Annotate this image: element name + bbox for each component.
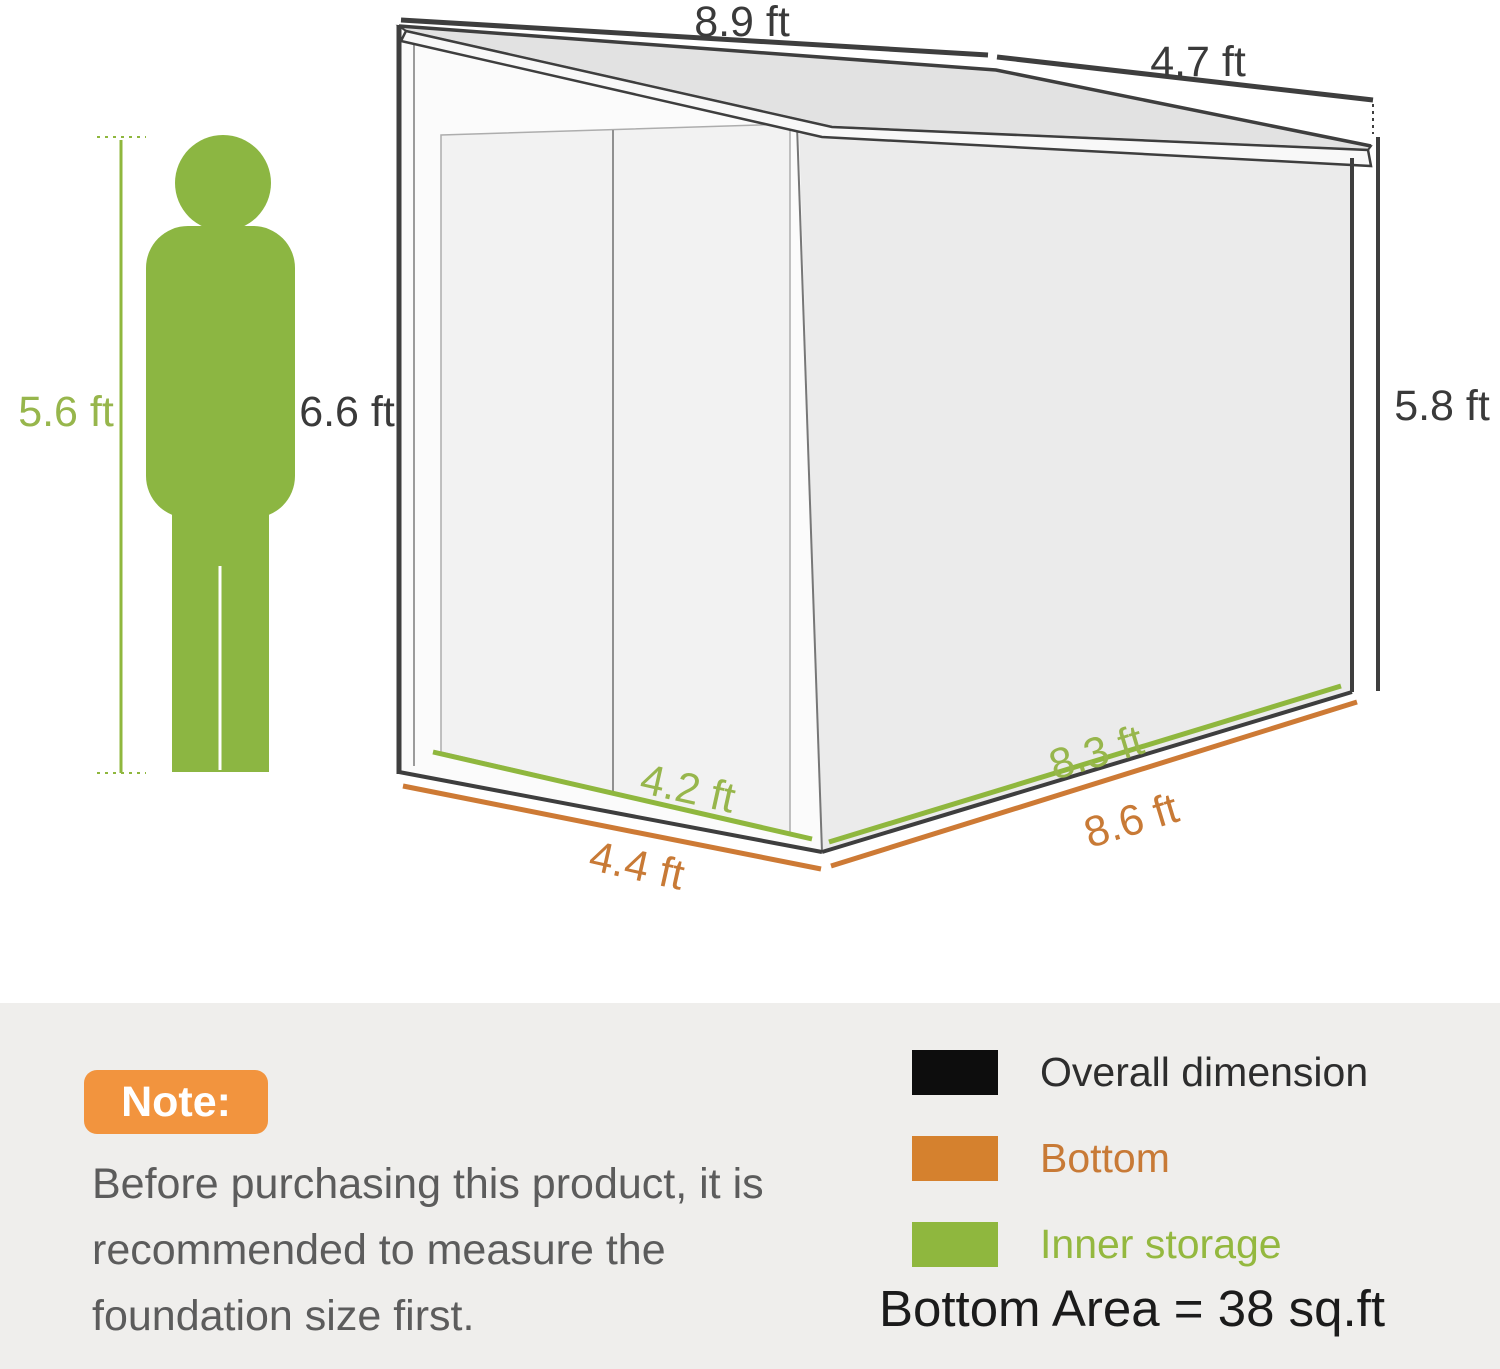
legend-label-overall: Overall dimension <box>1040 1049 1369 1095</box>
label-base-depth: 4.4 ft <box>585 832 689 900</box>
person-head <box>175 135 271 231</box>
label-roof-side: 4.7 ft <box>1150 38 1246 86</box>
shed-diagram: 5.6 ft <box>18 0 1490 900</box>
inner-depth-line <box>432 749 813 842</box>
person-figure <box>146 135 295 772</box>
front-bottom-edge <box>398 770 823 854</box>
note-badge: Note: <box>84 1070 268 1134</box>
legend-swatch-overall <box>912 1050 998 1095</box>
person-height-reference <box>97 136 146 774</box>
label-front-height: 6.6 ft <box>299 388 395 436</box>
shed-sliding-doors <box>440 123 791 834</box>
note-badge-label: Note: <box>121 1077 231 1126</box>
label-person-height: 5.6 ft <box>18 388 114 436</box>
label-rear-height: 5.8 ft <box>1394 382 1490 430</box>
inner-length-line <box>828 683 1342 845</box>
side-bottom-edge <box>821 690 1353 854</box>
roof-side-dim-line <box>996 54 1374 103</box>
front-corner-edge <box>796 124 823 853</box>
roof-front-dim-line <box>400 17 989 58</box>
bottom-dimension-lines <box>402 699 1358 872</box>
inner-storage-lines <box>432 683 1342 845</box>
legend-label-inner-storage: Inner storage <box>1040 1221 1282 1267</box>
roof-silhouette-edge <box>398 24 1372 148</box>
bottom-area-text: Bottom Area = 38 sq.ft <box>878 1280 1386 1337</box>
label-base-length: 8.6 ft <box>1079 784 1184 858</box>
legend-swatch-bottom <box>912 1136 998 1181</box>
base-depth-line <box>402 783 822 872</box>
person-torso <box>146 226 295 518</box>
shed-outline-edges <box>396 25 1354 854</box>
overall-dimension-lines <box>400 17 1380 691</box>
note-text: Before purchasing this product, it is re… <box>92 1160 764 1340</box>
legend-swatch-inner-storage <box>912 1222 998 1267</box>
info-band: Note: Before purchasing this product, it… <box>0 1003 1500 1369</box>
label-roof-front: 8.9 ft <box>694 0 790 46</box>
shed-side-wall <box>799 134 1352 852</box>
legend-label-bottom: Bottom <box>1040 1135 1170 1181</box>
base-length-line <box>830 699 1358 869</box>
